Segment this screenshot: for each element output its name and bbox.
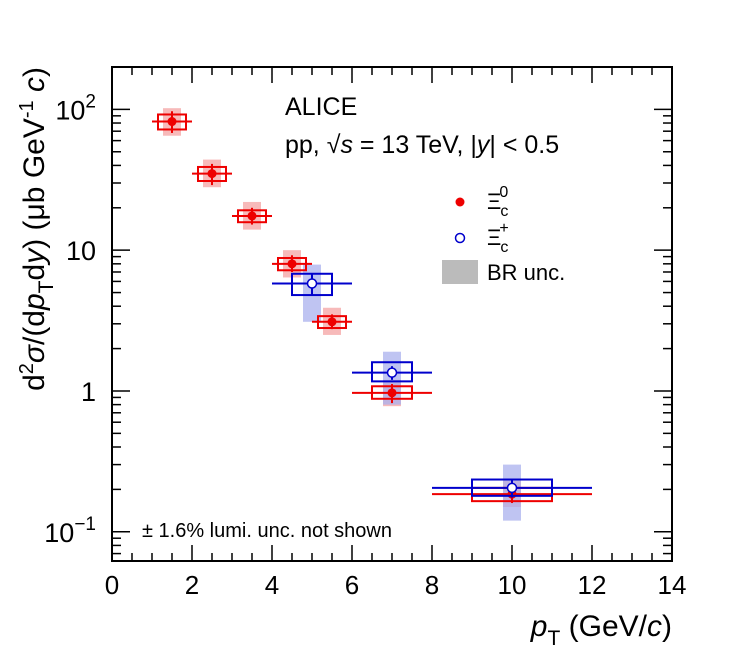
x-tick-label-4: 4 [265,570,279,600]
marker-xic0-5 [387,388,397,398]
legend-label-xicplus: Ξc+ [487,220,509,256]
br-uncertainty-bands [163,108,521,521]
x-axis-var: p [530,610,548,643]
marker-xic-2 [506,482,518,494]
y-tick-exp: −1 [74,514,96,535]
x-axis-close: ) [662,610,672,643]
x-tick-label-2: 2 [185,570,199,600]
marker-xic0-0 [167,117,177,127]
x-axis-sub: T [547,627,560,650]
data-points [152,111,592,504]
y-tick-label-1: 1 [81,377,96,407]
x-axis-c: c [647,610,662,643]
legend-label-br: BR unc. [487,260,565,285]
y-tick-base: 10 [55,95,85,125]
y-axis-label: d2σ/(dpTdy) (μb GeV-1 c) [16,67,58,391]
y-tick-label-100: 102 [55,91,96,125]
experiment-label: ALICE [285,93,357,121]
marker-xic-0 [306,278,318,289]
legend-label-xic0: Ξc0 [487,184,508,220]
x-axis-label: pT (GeV/c) [530,610,672,650]
x-tick-label-0: 0 [105,570,119,600]
x-tick-label-10: 10 [498,570,527,600]
x-tick-label-6: 6 [345,570,359,600]
x-tick-label-14: 14 [658,570,687,600]
x-tick-label-8: 8 [425,570,439,600]
sys-box-xic-1 [371,361,413,383]
marker-xic0-2 [247,211,257,221]
x-axis-rest: (GeV/ [560,610,647,643]
marker-xic0-1 [207,169,217,179]
y-tick-label-10: 10 [66,236,96,266]
x-tick-label-12: 12 [578,570,607,600]
system-label: pp, √s = 13 TeV, |y| < 0.5 [285,131,559,159]
marker-xic0-4 [327,317,337,327]
y-tick-label-0.1: 10−1 [44,514,96,548]
marker-xic-1 [386,367,398,378]
legend-marker-xic0 [455,197,465,207]
marker-xic0-3 [287,259,297,269]
legend: Ξc0 Ξc+ BR unc. [442,184,565,285]
y-tick-exp: 2 [85,91,96,112]
legend-marker-xicplus [454,232,466,244]
legend-band-br [442,260,478,284]
lumi-note: ± 1.6% lumi. unc. not shown [142,520,392,542]
y-tick-base: 10 [44,518,74,548]
